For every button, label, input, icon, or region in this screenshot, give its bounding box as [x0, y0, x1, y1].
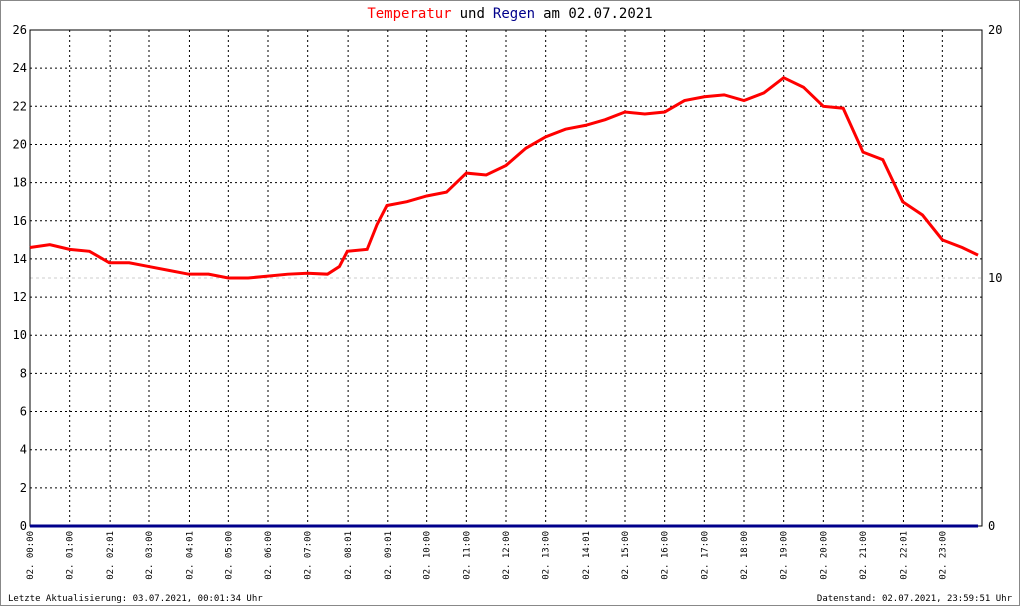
x-tick-label: 02. 02:01: [106, 531, 116, 580]
chart-title: Temperatur und Regen am 02.07.2021: [367, 6, 652, 22]
x-tick-label: 02. 13:00: [542, 531, 552, 580]
x-tick-label: 02. 09:01: [384, 531, 394, 580]
x-tick-label: 02. 00:00: [26, 531, 36, 580]
x-tick-label: 02. 11:00: [462, 531, 472, 580]
x-tick-label: 02. 10:00: [423, 531, 433, 580]
y2-tick-label: 10: [988, 271, 1002, 285]
footer-right: Datenstand: 02.07.2021, 23:59:51 Uhr: [817, 594, 1013, 604]
y-tick-label: 10: [13, 328, 27, 342]
x-tick-label: 02. 07:00: [304, 531, 314, 580]
x-tick-label: 02. 19:00: [780, 531, 790, 580]
x-tick-label: 02. 08:01: [344, 531, 354, 580]
x-tick-label: 02. 21:00: [859, 531, 869, 580]
title-part: und: [460, 6, 485, 22]
y-tick-label: 16: [13, 214, 27, 228]
y-tick-label: 6: [20, 405, 27, 419]
y-tick-label: 12: [13, 290, 27, 304]
x-tick-label: 02. 05:00: [224, 531, 234, 580]
y-tick-label: 22: [13, 99, 27, 113]
y-tick-label: 4: [20, 443, 27, 457]
y2-tick-label: 20: [988, 23, 1002, 37]
y-tick-label: 2: [20, 481, 27, 495]
x-tick-label: 02. 03:00: [145, 531, 155, 580]
footer-left: Letzte Aktualisierung: 03.07.2021, 00:01…: [8, 594, 263, 604]
title-part: am 02.07.2021: [543, 6, 653, 22]
y-tick-label: 24: [13, 61, 27, 75]
y-tick-label: 18: [13, 176, 27, 190]
x-tick-label: 02. 15:00: [621, 531, 631, 580]
x-tick-label: 02. 23:00: [938, 531, 948, 580]
title-part: Temperatur: [367, 6, 451, 22]
x-tick-label: 02. 12:00: [502, 531, 512, 580]
x-tick-label: 02. 16:00: [661, 531, 671, 580]
x-tick-label: 02. 04:01: [185, 531, 195, 580]
title-part: Regen: [493, 6, 535, 22]
x-tick-label: 02. 18:00: [740, 531, 750, 580]
y-tick-label: 8: [20, 366, 27, 380]
series-line: [29, 75, 979, 280]
x-tick-label: 02. 14:01: [582, 531, 592, 580]
y-tick-label: 20: [13, 137, 27, 151]
x-tick-label: 02. 17:00: [700, 531, 710, 580]
x-tick-label: 02. 01:00: [66, 531, 76, 580]
y-tick-label: 0: [20, 519, 27, 533]
x-tick-label: 02. 20:00: [819, 531, 829, 580]
y-tick-label: 14: [13, 252, 27, 266]
y2-tick-label: 0: [988, 519, 995, 533]
x-tick-label: 02. 22:01: [899, 531, 909, 580]
x-tick-label: 02. 06:00: [264, 531, 274, 580]
y-tick-label: 26: [13, 23, 27, 37]
